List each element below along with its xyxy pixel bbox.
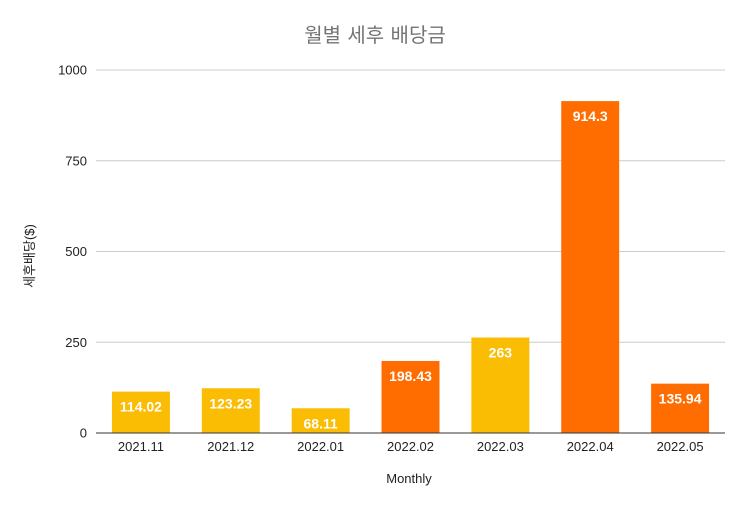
bar	[111, 391, 170, 433]
bar	[651, 383, 710, 433]
bar	[471, 337, 530, 433]
bars: 114.02 123.23 68.11 198.43 263 914.3 135.94	[111, 101, 710, 433]
bar-data-label: 123.23	[209, 395, 252, 411]
x-tick-label: 2022.05	[657, 439, 704, 454]
y-tick-label: 1000	[58, 63, 87, 78]
y-axis-label: 세후배당($)	[22, 224, 37, 288]
y-tick-label: 750	[65, 153, 87, 168]
x-axis-ticks: 2021.11 2021.12 2022.01 2022.02 2022.03 2022.…	[118, 439, 704, 454]
x-tick-label: 2022.02	[387, 439, 434, 454]
bar-data-label: 914.3	[573, 108, 608, 124]
x-tick-label: 2022.01	[297, 439, 344, 454]
x-axis-label: Monthly	[386, 471, 432, 486]
bar	[291, 408, 350, 433]
bar	[561, 101, 620, 433]
bar-data-label: 198.43	[389, 368, 432, 384]
x-tick-label: 2022.04	[567, 439, 614, 454]
x-tick-label: 2021.12	[207, 439, 254, 454]
bar-data-label: 135.94	[659, 391, 702, 407]
bar-data-label: 263	[489, 345, 513, 361]
chart-title: 월별 세후 배당금	[304, 23, 446, 47]
x-tick-label: 2022.03	[477, 439, 524, 454]
bar-data-label: 68.11	[304, 415, 338, 431]
y-tick-label: 0	[80, 426, 87, 441]
bar	[381, 360, 440, 433]
bar	[201, 388, 260, 433]
y-axis-ticks: 0 250 500 750 1000	[58, 63, 87, 441]
x-tick-label: 2021.11	[118, 439, 164, 454]
bar-data-label: 114.02	[120, 399, 162, 415]
gridlines	[96, 69, 725, 343]
y-tick-label: 250	[65, 335, 87, 350]
y-tick-label: 500	[65, 244, 87, 259]
